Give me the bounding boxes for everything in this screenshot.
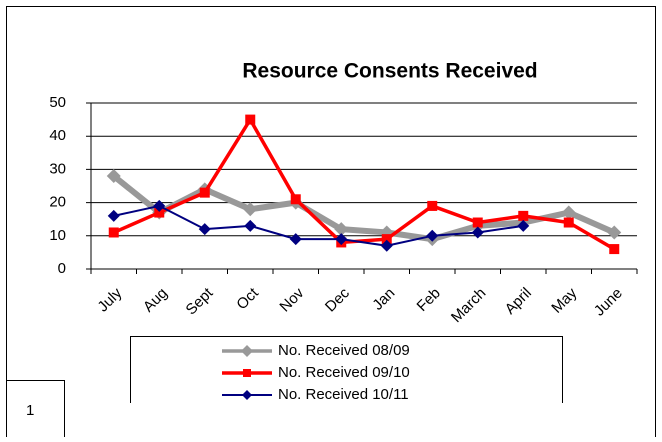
marker bbox=[517, 219, 530, 232]
marker bbox=[242, 390, 252, 400]
legend-label: No. Received 08/09 bbox=[278, 342, 410, 359]
marker bbox=[153, 199, 166, 212]
marker bbox=[289, 233, 302, 246]
series-line bbox=[113, 204, 524, 247]
y-tick-label: 10 bbox=[49, 227, 66, 244]
y-tick-label: 0 bbox=[58, 260, 66, 277]
legend-box bbox=[130, 336, 563, 403]
marker bbox=[471, 226, 484, 239]
marker bbox=[518, 210, 529, 221]
marker bbox=[609, 244, 620, 255]
marker bbox=[380, 239, 393, 252]
legend-label: No. Received 09/10 bbox=[278, 364, 410, 381]
marker bbox=[472, 217, 483, 228]
marker bbox=[334, 222, 349, 237]
corner-box bbox=[6, 380, 65, 441]
marker bbox=[241, 345, 253, 357]
marker bbox=[245, 114, 256, 125]
marker bbox=[154, 207, 165, 218]
marker bbox=[290, 194, 301, 205]
marker bbox=[427, 200, 438, 211]
marker bbox=[561, 205, 576, 220]
marker bbox=[198, 223, 211, 236]
corner-label: 1 bbox=[26, 402, 34, 419]
marker bbox=[563, 217, 574, 228]
marker bbox=[106, 169, 121, 184]
marker bbox=[426, 229, 439, 242]
y-tick-label: 20 bbox=[49, 194, 66, 211]
marker bbox=[243, 202, 258, 217]
y-tick-label: 50 bbox=[49, 94, 66, 111]
marker bbox=[243, 369, 251, 377]
legend-label: No. Received 10/11 bbox=[278, 386, 409, 403]
marker bbox=[107, 209, 120, 222]
marker bbox=[108, 227, 119, 238]
series-line bbox=[111, 173, 616, 243]
marker bbox=[607, 225, 622, 240]
y-tick-label: 40 bbox=[49, 127, 66, 144]
marker bbox=[244, 219, 257, 232]
series-line bbox=[113, 117, 616, 251]
marker bbox=[335, 233, 348, 246]
marker bbox=[199, 187, 210, 198]
y-tick-label: 30 bbox=[49, 160, 66, 177]
legend: No. Received 08/09 No. Received 09/10 No. … bbox=[130, 336, 563, 403]
marker bbox=[381, 234, 392, 245]
chart-title: Resource Consents Received bbox=[242, 60, 537, 83]
